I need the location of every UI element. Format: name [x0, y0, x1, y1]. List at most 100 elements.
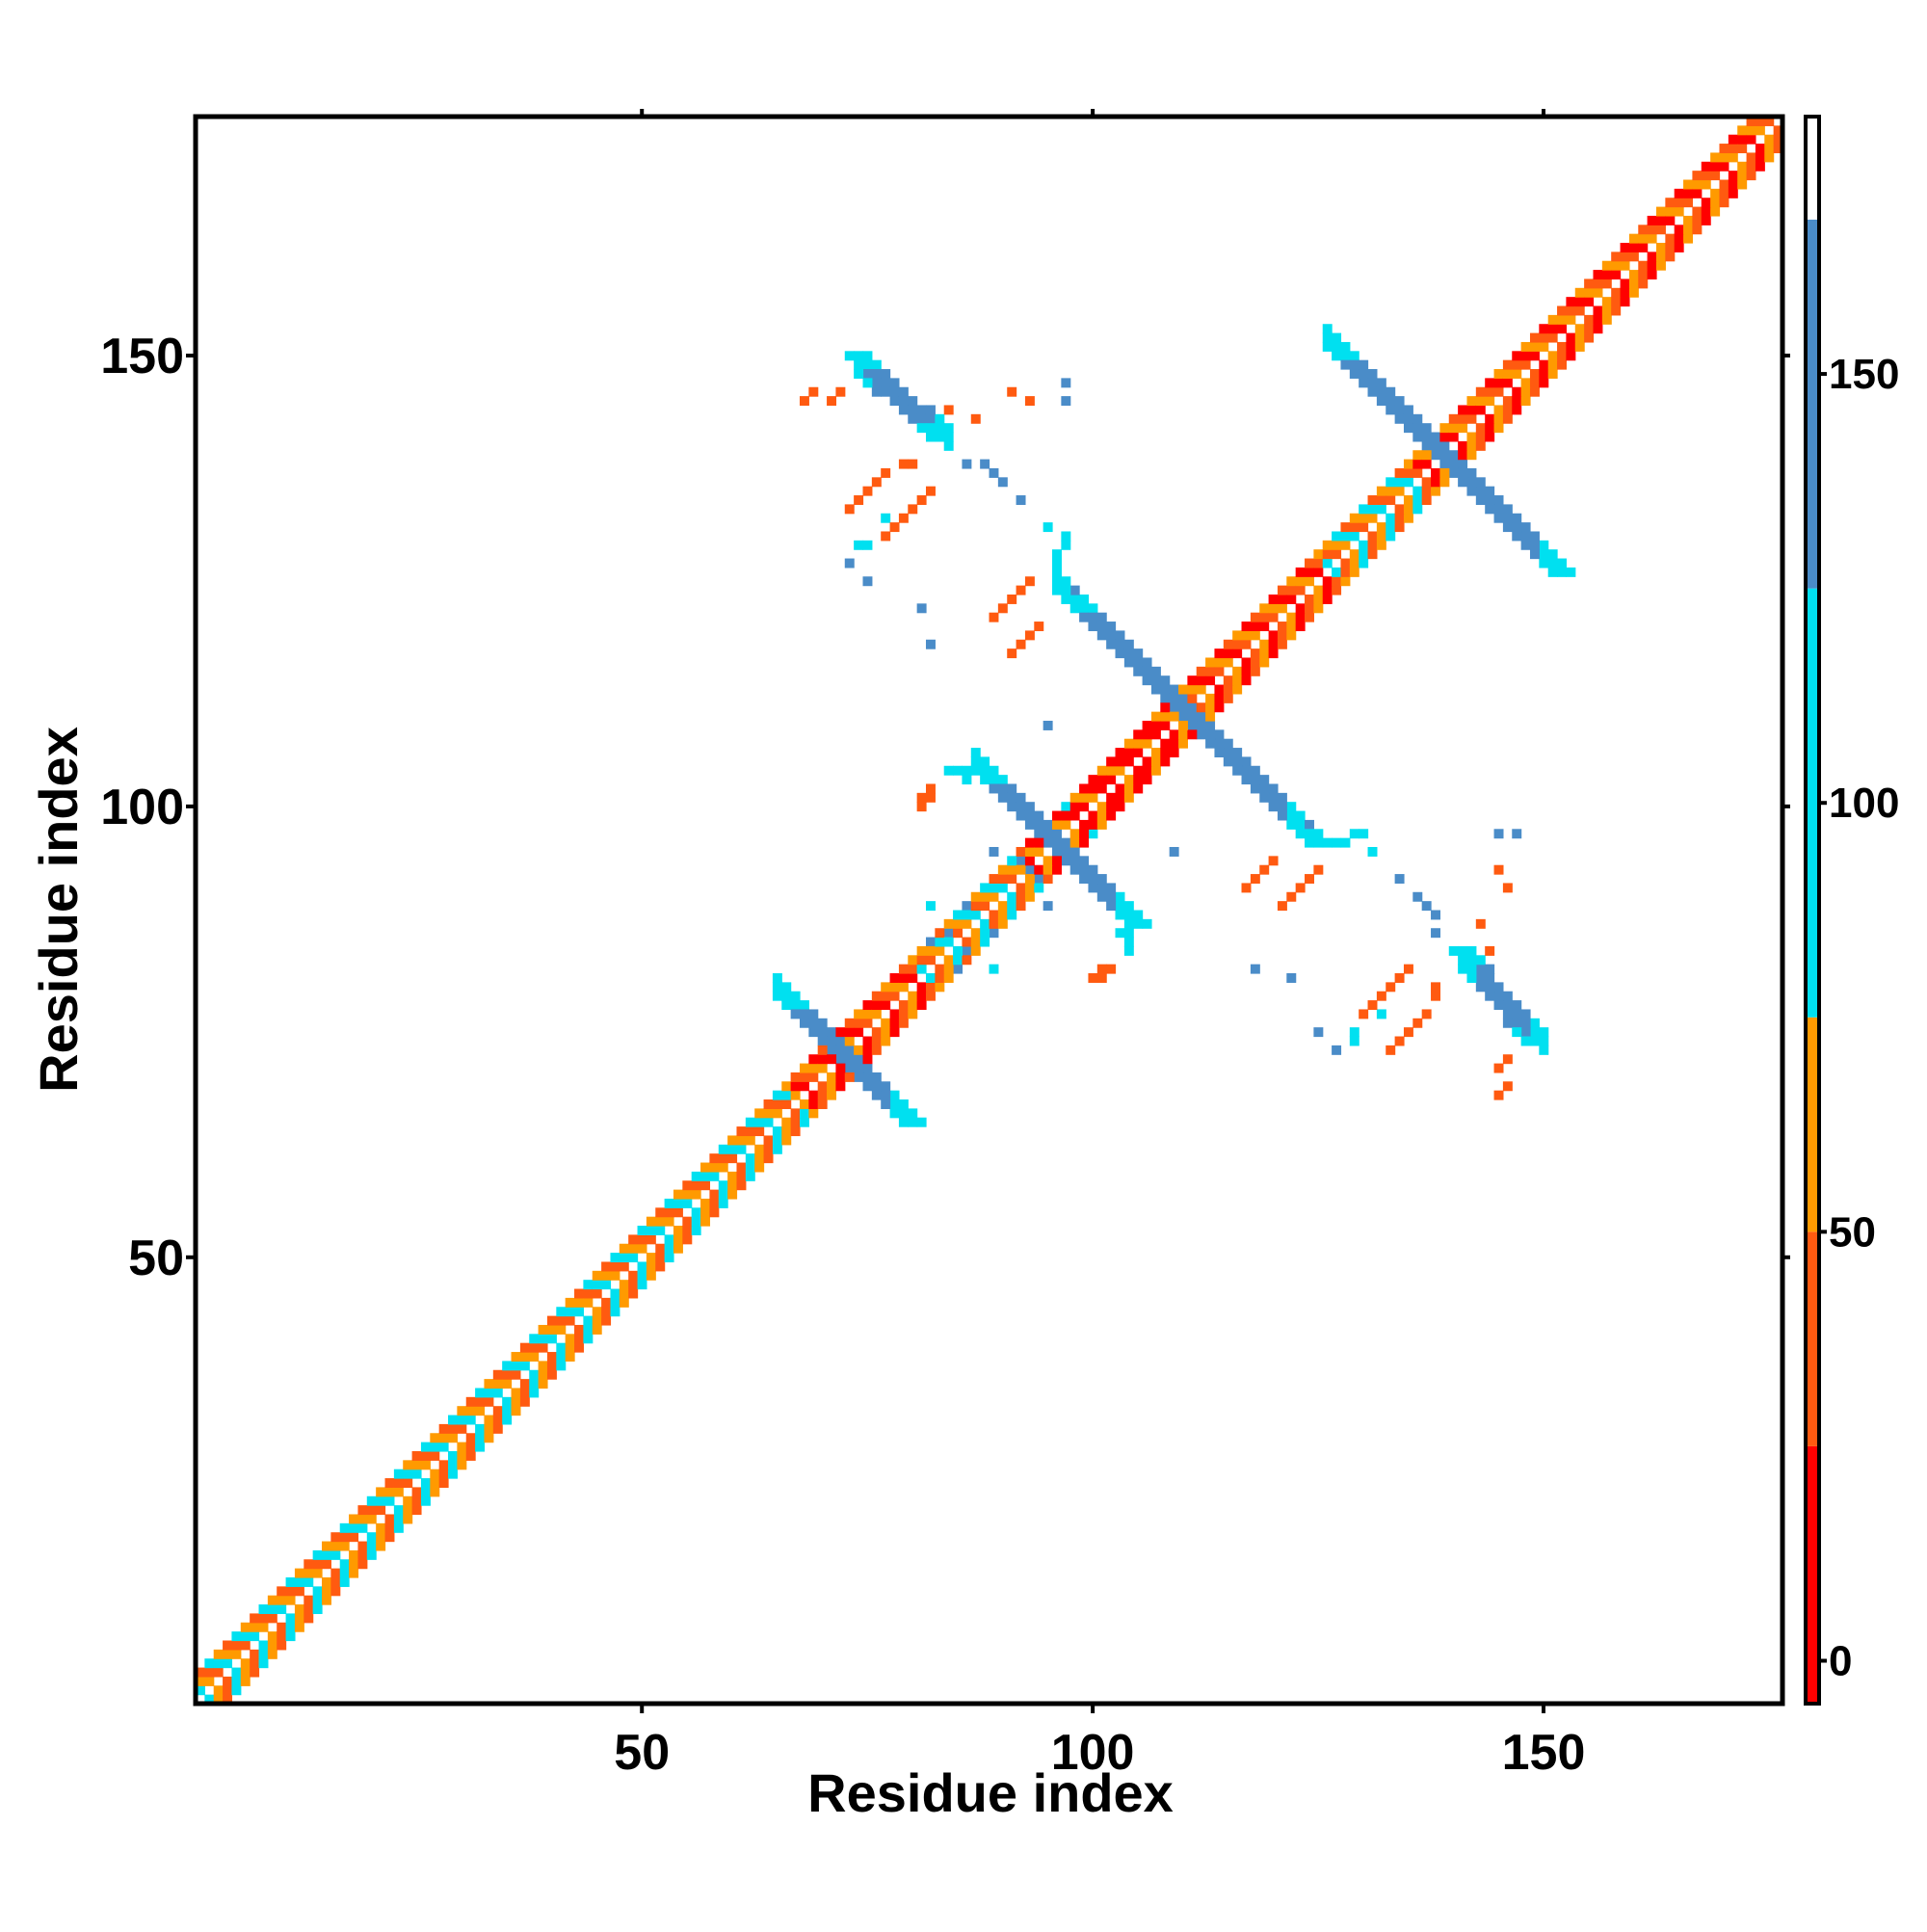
strand-contact-cell: [854, 359, 864, 370]
diagonal-band-cell: [619, 1243, 629, 1254]
diagonal-band-cell: [1295, 612, 1306, 622]
diagonal-band-cell: [1386, 513, 1396, 523]
diagonal-band-cell: [1485, 378, 1495, 388]
strand-contact-cell: [1178, 711, 1188, 722]
diagonal-band-cell: [1133, 738, 1144, 749]
contact-point-cell: [1016, 639, 1026, 649]
diagonal-band-cell: [1123, 748, 1134, 758]
diagonal-band-cell: [204, 1676, 215, 1686]
diagonal-band-cell: [1557, 305, 1568, 316]
diagonal-band-cell: [1466, 440, 1477, 451]
strand-contact-cell: [862, 1081, 873, 1092]
diagonal-band-cell: [312, 1549, 323, 1560]
diagonal-band-cell: [1737, 144, 1748, 154]
diagonal-band-cell: [1187, 693, 1198, 703]
diagonal-band-cell: [1737, 171, 1748, 181]
strand-contact-cell: [1305, 819, 1314, 830]
diagonal-band-cell: [943, 937, 954, 947]
diagonal-band-cell: [420, 1460, 431, 1470]
diagonal-band-cell: [970, 901, 981, 912]
strand-contact-cell: [1069, 603, 1080, 614]
contact-point-cell: [1115, 928, 1125, 939]
strand-contact-cell: [1079, 603, 1090, 614]
diagonal-band-cell: [1313, 567, 1324, 577]
strand-contact-cell: [1520, 1027, 1531, 1038]
contact-point-cell: [953, 765, 964, 776]
strand-contact-cell: [1539, 1036, 1549, 1046]
strand-contact-cell: [1096, 622, 1107, 632]
diagonal-band-cell: [781, 1090, 792, 1100]
diagonal-band-cell: [871, 991, 882, 1001]
diagonal-band-cell: [1584, 287, 1595, 298]
contact-point-cell: [889, 522, 900, 533]
diagonal-band-cell: [682, 1234, 693, 1245]
diagonal-band-cell: [655, 1253, 666, 1263]
strand-contact-cell: [799, 1018, 809, 1028]
diagonal-band-cell: [330, 1532, 341, 1543]
diagonal-band-cell: [727, 1153, 738, 1164]
diagonal-band-cell: [1205, 693, 1216, 703]
diagonal-band-cell: [790, 1072, 801, 1082]
diagonal-band-cell: [1223, 675, 1233, 686]
diagonal-band-cell: [267, 1649, 277, 1659]
diagonal-band-cell: [411, 1505, 422, 1516]
strand-contact-cell: [817, 1027, 828, 1038]
diagonal-band-cell: [1277, 622, 1287, 632]
strand-contact-cell: [1431, 450, 1440, 461]
strand-contact-cell: [1169, 702, 1179, 713]
diagonal-band-cell: [655, 1207, 666, 1218]
diagonal-band-cell: [1016, 901, 1026, 912]
diagonal-band-cell: [1728, 171, 1738, 181]
contact-point-cell: [881, 531, 891, 542]
diagonal-band-cell: [1069, 837, 1080, 848]
diagonal-band-cell: [1557, 359, 1568, 370]
contact-point-cell: [844, 558, 855, 569]
diagonal-band-cell: [1620, 260, 1630, 271]
diagonal-band-cell: [294, 1586, 304, 1597]
contact-point-cell: [854, 540, 864, 550]
diagonal-band-cell: [376, 1532, 386, 1543]
diagonal-band-cell: [1313, 558, 1324, 569]
diagonal-band-cell: [294, 1622, 304, 1632]
diagonal-band-cell: [1529, 369, 1540, 379]
diagonal-band-cell: [889, 1027, 900, 1038]
strand-contact-cell: [1566, 567, 1576, 577]
diagonal-band-cell: [1322, 594, 1333, 604]
diagonal-band-cell: [556, 1324, 567, 1335]
strand-contact-cell: [1160, 675, 1171, 686]
diagonal-band-cell: [1655, 260, 1666, 271]
strand-contact-cell: [881, 1099, 891, 1109]
strand-contact-cell: [1079, 856, 1090, 866]
diagonal-band-cell: [196, 1667, 205, 1678]
diagonal-band-cell: [953, 928, 964, 939]
diagonal-band-cell: [204, 1694, 215, 1705]
diagonal-band-cell: [1719, 161, 1729, 172]
strand-contact-cell: [1412, 432, 1423, 442]
strand-contact-cell: [1088, 864, 1098, 875]
diagonal-band-cell: [565, 1315, 575, 1326]
strand-contact-cell: [1115, 630, 1125, 641]
colorbar-band: [1806, 1231, 1819, 1446]
diagonal-band-cell: [835, 1081, 846, 1092]
diagonal-band-cell: [1196, 684, 1206, 695]
diagonal-band-cell: [1359, 540, 1369, 550]
contact-point-cell: [1241, 883, 1252, 893]
strand-contact-cell: [862, 378, 873, 388]
diagonal-band-cell: [1412, 504, 1423, 515]
contact-point-cell: [1313, 864, 1324, 875]
contact-point-cell: [854, 495, 864, 505]
diagonal-band-cell: [781, 1081, 792, 1092]
strand-contact-cell: [943, 423, 954, 434]
diagonal-band-cell: [376, 1505, 386, 1516]
diagonal-band-cell: [1024, 846, 1035, 857]
diagonal-band-cell: [1529, 386, 1540, 397]
diagonal-band-cell: [492, 1423, 503, 1434]
strand-contact-cell: [1386, 396, 1396, 407]
diagonal-band-cell: [484, 1379, 494, 1389]
diagonal-band-cell: [1295, 585, 1306, 595]
diagonal-band-cell: [1692, 225, 1703, 235]
strand-contact-cell: [1160, 693, 1171, 703]
strand-contact-cell: [1466, 486, 1477, 496]
diagonal-band-cell: [1178, 738, 1188, 749]
diagonal-band-cell: [827, 1072, 837, 1082]
